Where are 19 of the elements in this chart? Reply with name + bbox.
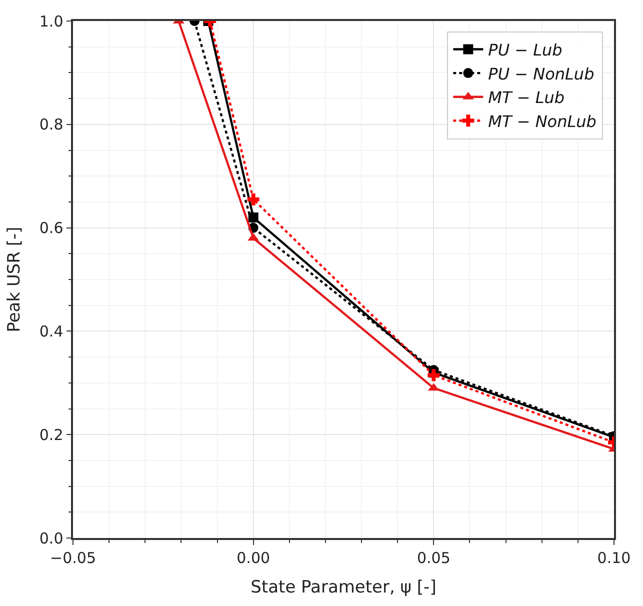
x-tick-label: 0.05 (416, 548, 450, 567)
y-tick-label: 0.4 (39, 322, 64, 340)
point (248, 212, 258, 222)
y-tick-label: 0.8 (39, 116, 64, 134)
x-axis-title: State Parameter, ψ [-] (250, 578, 436, 598)
y-tick-label: 0.2 (39, 426, 64, 444)
legend-label: PU − Lub (488, 40, 562, 60)
legend-label: MT − NonLub (488, 112, 596, 131)
x-tick-label: −0.05 (50, 548, 96, 567)
y-tick-label: 0.6 (39, 219, 64, 238)
x-tick-label: 0.00 (236, 548, 270, 567)
point (428, 369, 440, 382)
point (247, 193, 260, 206)
y-tick-label: 0.0 (39, 529, 64, 548)
legend-label: MT − Lub (488, 88, 565, 108)
legend-label: PU − NonLub (488, 64, 594, 84)
x-tick-label: 0.10 (597, 548, 631, 567)
y-tick-label: 1.0 (39, 12, 64, 30)
y-axis-title: Peak USR [-] (4, 226, 24, 332)
